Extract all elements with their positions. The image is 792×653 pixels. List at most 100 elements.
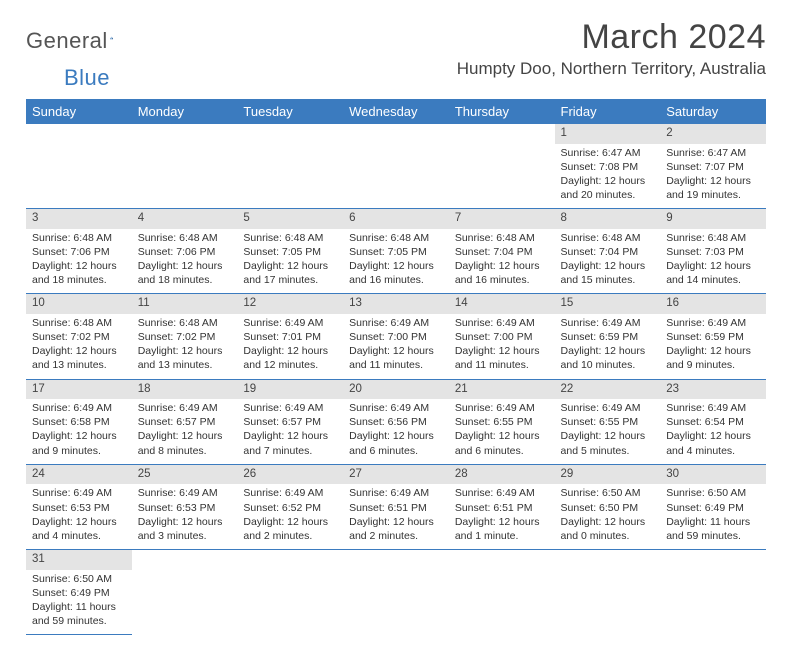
sunset-text: Sunset: 6:57 PM: [243, 415, 337, 429]
sunrise-text: Sunrise: 6:50 AM: [666, 486, 760, 500]
day-info-row: Sunrise: 6:49 AMSunset: 6:58 PMDaylight:…: [26, 399, 766, 464]
daylight-text: Daylight: 12 hours and 14 minutes.: [666, 259, 760, 287]
day-number-cell: 3: [26, 209, 132, 229]
day-info-cell: Sunrise: 6:48 AMSunset: 7:05 PMDaylight:…: [343, 229, 449, 294]
day-number-cell: 28: [449, 464, 555, 484]
day-number-row: 17181920212223: [26, 379, 766, 399]
sunrise-text: Sunrise: 6:49 AM: [349, 401, 443, 415]
day-number-cell: [237, 550, 343, 570]
day-number-cell: 18: [132, 379, 238, 399]
daylight-text: Daylight: 11 hours and 59 minutes.: [32, 600, 126, 628]
sunset-text: Sunset: 6:52 PM: [243, 501, 337, 515]
sunset-text: Sunset: 7:04 PM: [455, 245, 549, 259]
day-number-row: 24252627282930: [26, 464, 766, 484]
day-info-row: Sunrise: 6:48 AMSunset: 7:02 PMDaylight:…: [26, 314, 766, 379]
day-number-row: 12: [26, 124, 766, 144]
day-info-cell: Sunrise: 6:49 AMSunset: 6:57 PMDaylight:…: [237, 399, 343, 464]
sunrise-text: Sunrise: 6:49 AM: [243, 401, 337, 415]
sunrise-text: Sunrise: 6:48 AM: [138, 316, 232, 330]
day-info-row: Sunrise: 6:47 AMSunset: 7:08 PMDaylight:…: [26, 144, 766, 209]
day-info-cell: Sunrise: 6:48 AMSunset: 7:05 PMDaylight:…: [237, 229, 343, 294]
day-info-cell: [343, 570, 449, 635]
daylight-text: Daylight: 12 hours and 6 minutes.: [349, 429, 443, 457]
sunset-text: Sunset: 7:05 PM: [349, 245, 443, 259]
daylight-text: Daylight: 12 hours and 9 minutes.: [666, 344, 760, 372]
sunset-text: Sunset: 7:04 PM: [561, 245, 655, 259]
sunrise-text: Sunrise: 6:48 AM: [666, 231, 760, 245]
weekday-header-row: Sunday Monday Tuesday Wednesday Thursday…: [26, 99, 766, 124]
day-number-cell: 2: [660, 124, 766, 144]
sunrise-text: Sunrise: 6:49 AM: [455, 316, 549, 330]
daylight-text: Daylight: 12 hours and 0 minutes.: [561, 515, 655, 543]
day-info-cell: Sunrise: 6:47 AMSunset: 7:08 PMDaylight:…: [555, 144, 661, 209]
day-info-cell: [237, 144, 343, 209]
day-info-cell: Sunrise: 6:48 AMSunset: 7:03 PMDaylight:…: [660, 229, 766, 294]
daylight-text: Daylight: 12 hours and 4 minutes.: [32, 515, 126, 543]
sunrise-text: Sunrise: 6:47 AM: [561, 146, 655, 160]
weekday-header: Monday: [132, 99, 238, 124]
sunset-text: Sunset: 6:50 PM: [561, 501, 655, 515]
day-number-cell: 31: [26, 550, 132, 570]
daylight-text: Daylight: 12 hours and 13 minutes.: [138, 344, 232, 372]
day-number-cell: 9: [660, 209, 766, 229]
sunrise-text: Sunrise: 6:47 AM: [666, 146, 760, 160]
sunset-text: Sunset: 6:49 PM: [666, 501, 760, 515]
daylight-text: Daylight: 12 hours and 20 minutes.: [561, 174, 655, 202]
day-number-cell: 5: [237, 209, 343, 229]
day-info-cell: Sunrise: 6:49 AMSunset: 6:55 PMDaylight:…: [555, 399, 661, 464]
sunset-text: Sunset: 7:07 PM: [666, 160, 760, 174]
sunrise-text: Sunrise: 6:49 AM: [666, 316, 760, 330]
day-info-cell: Sunrise: 6:49 AMSunset: 6:52 PMDaylight:…: [237, 484, 343, 549]
daylight-text: Daylight: 12 hours and 12 minutes.: [243, 344, 337, 372]
calendar-table: Sunday Monday Tuesday Wednesday Thursday…: [26, 99, 766, 635]
daylight-text: Daylight: 12 hours and 2 minutes.: [349, 515, 443, 543]
day-info-cell: Sunrise: 6:49 AMSunset: 6:58 PMDaylight:…: [26, 399, 132, 464]
day-info-cell: [449, 570, 555, 635]
sunset-text: Sunset: 6:51 PM: [455, 501, 549, 515]
day-number-cell: 15: [555, 294, 661, 314]
day-info-row: Sunrise: 6:48 AMSunset: 7:06 PMDaylight:…: [26, 229, 766, 294]
sunset-text: Sunset: 7:08 PM: [561, 160, 655, 174]
day-number-cell: 11: [132, 294, 238, 314]
sunset-text: Sunset: 7:06 PM: [138, 245, 232, 259]
sunset-text: Sunset: 7:01 PM: [243, 330, 337, 344]
day-number-cell: 29: [555, 464, 661, 484]
logo-sail-icon: [110, 29, 113, 47]
day-number-cell: 12: [237, 294, 343, 314]
day-info-cell: [132, 570, 238, 635]
day-number-cell: 6: [343, 209, 449, 229]
day-info-cell: [26, 144, 132, 209]
sunrise-text: Sunrise: 6:48 AM: [349, 231, 443, 245]
day-info-cell: Sunrise: 6:50 AMSunset: 6:49 PMDaylight:…: [26, 570, 132, 635]
day-number-cell: [555, 550, 661, 570]
day-number-cell: 23: [660, 379, 766, 399]
logo-text-blue: Blue: [64, 65, 110, 91]
day-number-cell: 14: [449, 294, 555, 314]
sunset-text: Sunset: 6:59 PM: [561, 330, 655, 344]
day-number-cell: 21: [449, 379, 555, 399]
sunset-text: Sunset: 7:05 PM: [243, 245, 337, 259]
day-number-row: 10111213141516: [26, 294, 766, 314]
daylight-text: Daylight: 12 hours and 18 minutes.: [138, 259, 232, 287]
day-number-cell: [449, 550, 555, 570]
day-info-cell: Sunrise: 6:49 AMSunset: 6:59 PMDaylight:…: [555, 314, 661, 379]
sunrise-text: Sunrise: 6:49 AM: [561, 401, 655, 415]
day-number-cell: 30: [660, 464, 766, 484]
day-info-cell: Sunrise: 6:49 AMSunset: 6:54 PMDaylight:…: [660, 399, 766, 464]
sunrise-text: Sunrise: 6:49 AM: [561, 316, 655, 330]
sunset-text: Sunset: 6:49 PM: [32, 586, 126, 600]
day-number-cell: 27: [343, 464, 449, 484]
day-info-cell: Sunrise: 6:49 AMSunset: 6:51 PMDaylight:…: [449, 484, 555, 549]
day-number-cell: 4: [132, 209, 238, 229]
daylight-text: Daylight: 11 hours and 59 minutes.: [666, 515, 760, 543]
sunset-text: Sunset: 7:06 PM: [32, 245, 126, 259]
weekday-header: Tuesday: [237, 99, 343, 124]
day-number-cell: 10: [26, 294, 132, 314]
day-info-cell: [237, 570, 343, 635]
day-info-cell: Sunrise: 6:50 AMSunset: 6:50 PMDaylight:…: [555, 484, 661, 549]
weekday-header: Saturday: [660, 99, 766, 124]
sunrise-text: Sunrise: 6:48 AM: [32, 316, 126, 330]
day-info-cell: Sunrise: 6:49 AMSunset: 7:01 PMDaylight:…: [237, 314, 343, 379]
sunrise-text: Sunrise: 6:49 AM: [455, 486, 549, 500]
daylight-text: Daylight: 12 hours and 9 minutes.: [32, 429, 126, 457]
